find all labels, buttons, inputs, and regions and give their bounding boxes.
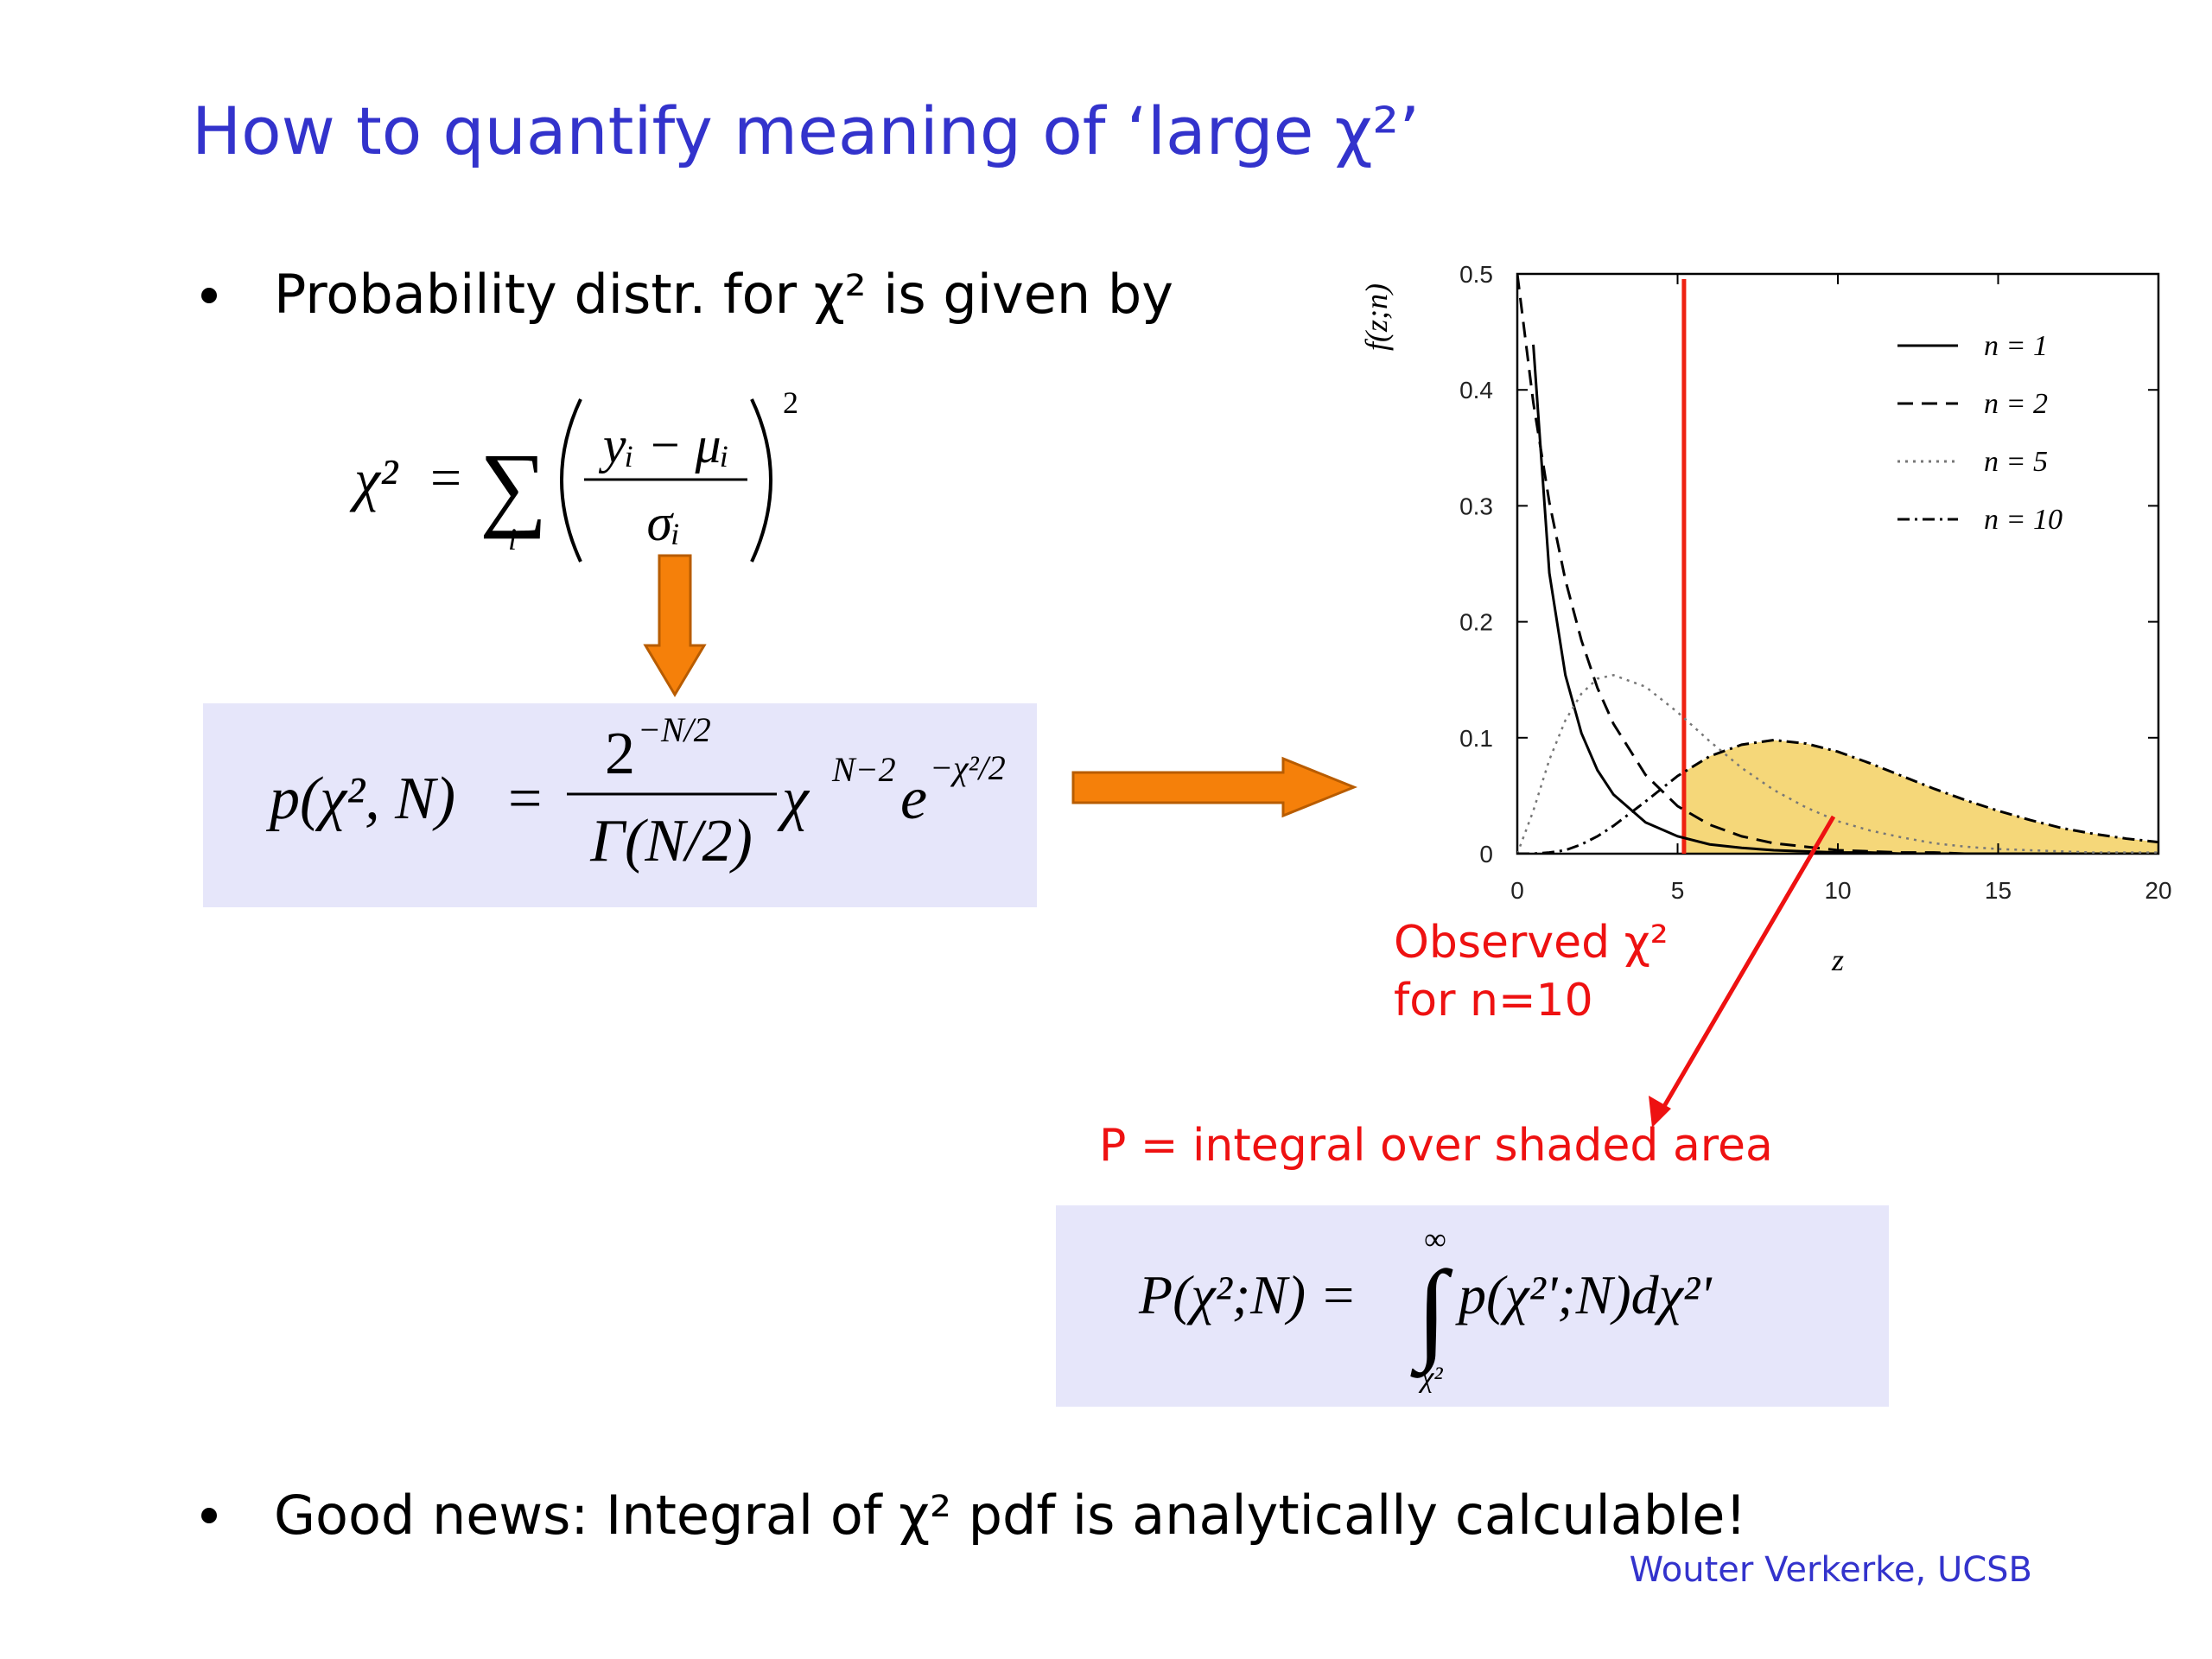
formula-text: p(χ²';N)dχ²' bbox=[1455, 1264, 1713, 1325]
formula-text: ∑ bbox=[480, 434, 547, 539]
formula-text: e bbox=[900, 766, 927, 832]
arrow bbox=[643, 554, 707, 697]
series-line bbox=[1517, 674, 2158, 854]
formula-box bbox=[1056, 1205, 1889, 1407]
x-tick-label: 15 bbox=[1985, 877, 2012, 904]
pointer-head bbox=[1649, 1096, 1671, 1128]
formula-text: P(χ²;N) = bbox=[1138, 1264, 1357, 1325]
legend-label: n = 10 bbox=[1984, 504, 2063, 536]
annotation: Observed χ² bbox=[1394, 917, 1669, 969]
slide-title: How to quantify meaning of ‘large χ²’ bbox=[192, 92, 1420, 169]
formula-text: χ² bbox=[349, 447, 399, 512]
y-tick-label: 0.1 bbox=[1459, 725, 1493, 752]
formula-text: = bbox=[430, 447, 461, 508]
formula-text: p(χ², N) bbox=[265, 766, 455, 832]
chart: 0 0.1 0.2 0.3 0.4 0.5 0 5 10 15 20 z f(z;n) n = 1 n = … bbox=[1359, 261, 2172, 977]
y-tick-label: 0 bbox=[1479, 841, 1493, 868]
bullet-text: Probability distr. for χ² is given by bbox=[274, 263, 1173, 326]
formula-text: Γ(N/2) bbox=[589, 808, 753, 874]
paren bbox=[750, 398, 772, 563]
annotation: for n=10 bbox=[1394, 975, 1593, 1027]
legend-label: n = 5 bbox=[1984, 446, 2048, 478]
formula-text: ∫ bbox=[1409, 1249, 1452, 1378]
formula-text: 2 bbox=[605, 721, 635, 787]
formula-text: χ bbox=[777, 766, 810, 832]
formula-text: χ² bbox=[1418, 1362, 1443, 1394]
formula-text: yᵢ − μᵢ bbox=[598, 416, 729, 474]
y-tick-label: 0.5 bbox=[1459, 261, 1493, 288]
shaded-area bbox=[1683, 740, 2158, 854]
series-line bbox=[1517, 738, 2158, 854]
bullet-dot bbox=[201, 288, 217, 303]
x-tick-label: 5 bbox=[1671, 877, 1685, 904]
formula-text: 2 bbox=[783, 385, 798, 420]
formula-text: −N/2 bbox=[638, 710, 711, 749]
series-line bbox=[1532, 344, 2158, 854]
formula-text: −χ²/2 bbox=[930, 748, 1006, 787]
formula-text: ∞ bbox=[1424, 1222, 1446, 1256]
x-axis-label: z bbox=[1831, 943, 1844, 977]
formula-text: N−2 bbox=[831, 750, 896, 789]
x-tick-label: 10 bbox=[1824, 877, 1851, 904]
y-axis-label: f(z;n) bbox=[1359, 283, 1394, 351]
y-tick-label: 0.3 bbox=[1459, 493, 1493, 519]
annotation: P = integral over shaded area bbox=[1099, 1120, 1773, 1172]
y-tick-label: 0.4 bbox=[1459, 377, 1493, 404]
formula-text: σᵢ bbox=[646, 494, 680, 551]
legend-label: n = 2 bbox=[1984, 388, 2048, 420]
formula-text: = bbox=[508, 766, 542, 832]
x-tick-label: 0 bbox=[1510, 877, 1524, 904]
y-tick-label: 0.2 bbox=[1459, 609, 1493, 636]
formula-box bbox=[203, 703, 1037, 907]
legend-label: n = 1 bbox=[1984, 330, 2048, 362]
pointer-line bbox=[1655, 815, 1836, 1120]
x-tick-label: 20 bbox=[2145, 877, 2171, 904]
bullet-text: Good news: Integral of χ² pdf is analyti… bbox=[274, 1484, 1746, 1547]
footer: Wouter Verkerke, UCSB bbox=[1630, 1550, 2032, 1590]
formula-text: i bbox=[508, 522, 517, 556]
arrow bbox=[1071, 756, 1358, 818]
series-line bbox=[1517, 274, 2158, 854]
paren bbox=[560, 398, 582, 563]
bullet-dot bbox=[201, 1508, 217, 1523]
